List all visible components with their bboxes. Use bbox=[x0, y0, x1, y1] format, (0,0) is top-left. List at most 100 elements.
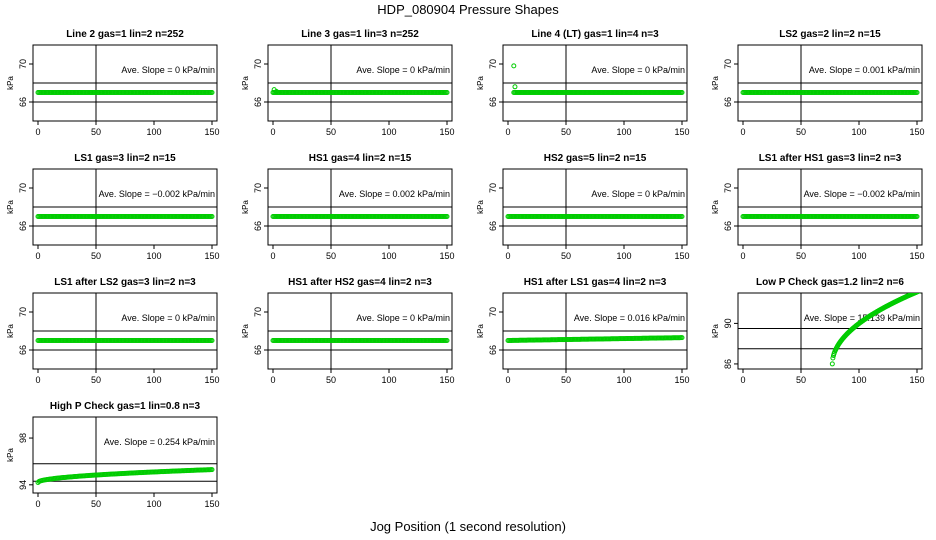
y-tick-label: 70 bbox=[18, 307, 28, 317]
slope-annotation: Ave. Slope = 0 kPa/min bbox=[591, 65, 685, 75]
data-points bbox=[740, 90, 920, 95]
y-tick-label: 90 bbox=[723, 318, 733, 328]
figure-title: HDP_080904 Pressure Shapes bbox=[377, 2, 559, 17]
panel-title: HS2 gas=5 lin=2 n=15 bbox=[544, 153, 647, 164]
data-points bbox=[740, 214, 920, 219]
x-tick-label: 150 bbox=[909, 127, 924, 137]
y-axis-label: kPa bbox=[476, 324, 485, 338]
panel-title: Line 3 gas=1 lin=3 n=252 bbox=[301, 29, 419, 40]
panel-title: HS1 after LS1 gas=4 lin=2 n=3 bbox=[524, 277, 667, 288]
slope-annotation: Ave. Slope = 0 kPa/min bbox=[356, 313, 450, 323]
data-point bbox=[444, 90, 450, 95]
y-tick-label: 70 bbox=[488, 307, 498, 317]
panel-title: LS1 after HS1 gas=3 lin=2 n=3 bbox=[759, 153, 902, 164]
x-tick-label: 150 bbox=[674, 375, 689, 385]
data-points bbox=[35, 90, 215, 95]
y-tick-label: 66 bbox=[723, 97, 733, 107]
y-tick-label: 70 bbox=[253, 59, 263, 69]
data-points bbox=[35, 467, 215, 485]
y-axis-label: kPa bbox=[6, 324, 15, 338]
panel-title: Line 2 gas=1 lin=2 n=252 bbox=[66, 29, 184, 40]
y-tick-label: 70 bbox=[723, 59, 733, 69]
x-tick-label: 150 bbox=[204, 127, 219, 137]
x-tick-label: 100 bbox=[381, 127, 396, 137]
data-point bbox=[914, 214, 920, 219]
data-points bbox=[270, 87, 450, 95]
data-point bbox=[511, 63, 517, 69]
y-tick-label: 66 bbox=[18, 345, 28, 355]
x-tick-label: 0 bbox=[505, 375, 510, 385]
y-axis-label: kPa bbox=[6, 76, 15, 90]
panel-title: LS2 gas=2 lin=2 n=15 bbox=[779, 29, 881, 40]
x-axis-caption: Jog Position (1 second resolution) bbox=[370, 519, 566, 534]
x-tick-label: 100 bbox=[616, 375, 631, 385]
panel-8: LS1 after HS1 gas=3 lin=2 n=3 0 50 100 150 66… bbox=[711, 153, 925, 261]
x-tick-label: 50 bbox=[91, 251, 101, 261]
x-tick-label: 100 bbox=[851, 127, 866, 137]
panel-1: Line 2 gas=1 lin=2 n=252 0 50 100 150 66 70kPa… bbox=[6, 29, 220, 137]
x-tick-label: 100 bbox=[146, 251, 161, 261]
x-tick-label: 100 bbox=[851, 251, 866, 261]
slope-annotation: Ave. Slope = 15.139 kPa/min bbox=[804, 313, 920, 323]
panel-title: HS1 after HS2 gas=4 lin=2 n=3 bbox=[288, 277, 432, 288]
x-tick-label: 100 bbox=[616, 127, 631, 137]
data-point bbox=[679, 214, 685, 219]
x-tick-label: 0 bbox=[505, 251, 510, 261]
y-axis-label: kPa bbox=[241, 200, 250, 214]
plot-frame bbox=[737, 292, 923, 370]
panel-2: Line 3 gas=1 lin=3 n=252 0 50 100 150 66 70kPa… bbox=[241, 29, 455, 137]
data-points bbox=[829, 293, 921, 367]
panel-10: HS1 after HS2 gas=4 lin=2 n=3 0 50 100 150 66… bbox=[241, 277, 455, 385]
panel-title: Line 4 (LT) gas=1 lin=4 n=3 bbox=[531, 29, 659, 40]
x-tick-label: 0 bbox=[270, 251, 275, 261]
panel-title: High P Check gas=1 lin=0.8 n=3 bbox=[50, 401, 201, 412]
x-tick-label: 0 bbox=[740, 127, 745, 137]
data-points bbox=[505, 335, 685, 343]
x-tick-label: 50 bbox=[91, 127, 101, 137]
y-axis-label: kPa bbox=[711, 76, 720, 90]
x-tick-label: 50 bbox=[561, 127, 571, 137]
x-tick-label: 0 bbox=[270, 375, 275, 385]
data-point bbox=[830, 355, 836, 361]
x-tick-label: 0 bbox=[35, 251, 40, 261]
slope-annotation: Ave. Slope = 0 kPa/min bbox=[356, 65, 450, 75]
y-tick-label: 66 bbox=[18, 221, 28, 231]
panel-13: High P Check gas=1 lin=0.8 n=3 0 50 100 150 9… bbox=[6, 401, 220, 509]
slope-annotation: Ave. Slope = 0.002 kPa/min bbox=[339, 189, 450, 199]
data-points bbox=[270, 338, 450, 343]
panel-title: HS1 gas=4 lin=2 n=15 bbox=[309, 153, 412, 164]
y-tick-label: 66 bbox=[253, 345, 263, 355]
y-axis-label: kPa bbox=[476, 76, 485, 90]
panel-12: Low P Check gas=1.2 lin=2 n=6 0 50 100 150 86… bbox=[711, 277, 925, 385]
y-tick-label: 66 bbox=[723, 221, 733, 231]
x-tick-label: 50 bbox=[326, 375, 336, 385]
x-tick-label: 100 bbox=[146, 499, 161, 509]
slope-annotation: Ave. Slope = 0.016 kPa/min bbox=[574, 313, 685, 323]
slope-annotation: Ave. Slope = −0.002 kPa/min bbox=[804, 189, 920, 199]
x-tick-label: 150 bbox=[439, 251, 454, 261]
slope-annotation: Ave. Slope = 0 kPa/min bbox=[591, 189, 685, 199]
x-tick-label: 150 bbox=[204, 499, 219, 509]
x-tick-label: 100 bbox=[146, 375, 161, 385]
x-tick-label: 50 bbox=[561, 251, 571, 261]
y-tick-label: 94 bbox=[18, 480, 28, 490]
x-tick-label: 150 bbox=[439, 127, 454, 137]
data-point bbox=[512, 84, 518, 90]
x-tick-label: 0 bbox=[35, 375, 40, 385]
panel-title: LS1 after LS2 gas=3 lin=2 n=3 bbox=[54, 277, 196, 288]
y-tick-label: 70 bbox=[253, 183, 263, 193]
data-points bbox=[505, 214, 685, 219]
y-axis-label: kPa bbox=[241, 76, 250, 90]
y-tick-label: 66 bbox=[253, 97, 263, 107]
data-point bbox=[444, 338, 450, 343]
panel-11: HS1 after LS1 gas=4 lin=2 n=3 0 50 100 150 66… bbox=[476, 277, 690, 385]
y-tick-label: 98 bbox=[18, 433, 28, 443]
x-tick-label: 0 bbox=[505, 127, 510, 137]
data-points bbox=[270, 214, 450, 219]
x-tick-label: 0 bbox=[270, 127, 275, 137]
